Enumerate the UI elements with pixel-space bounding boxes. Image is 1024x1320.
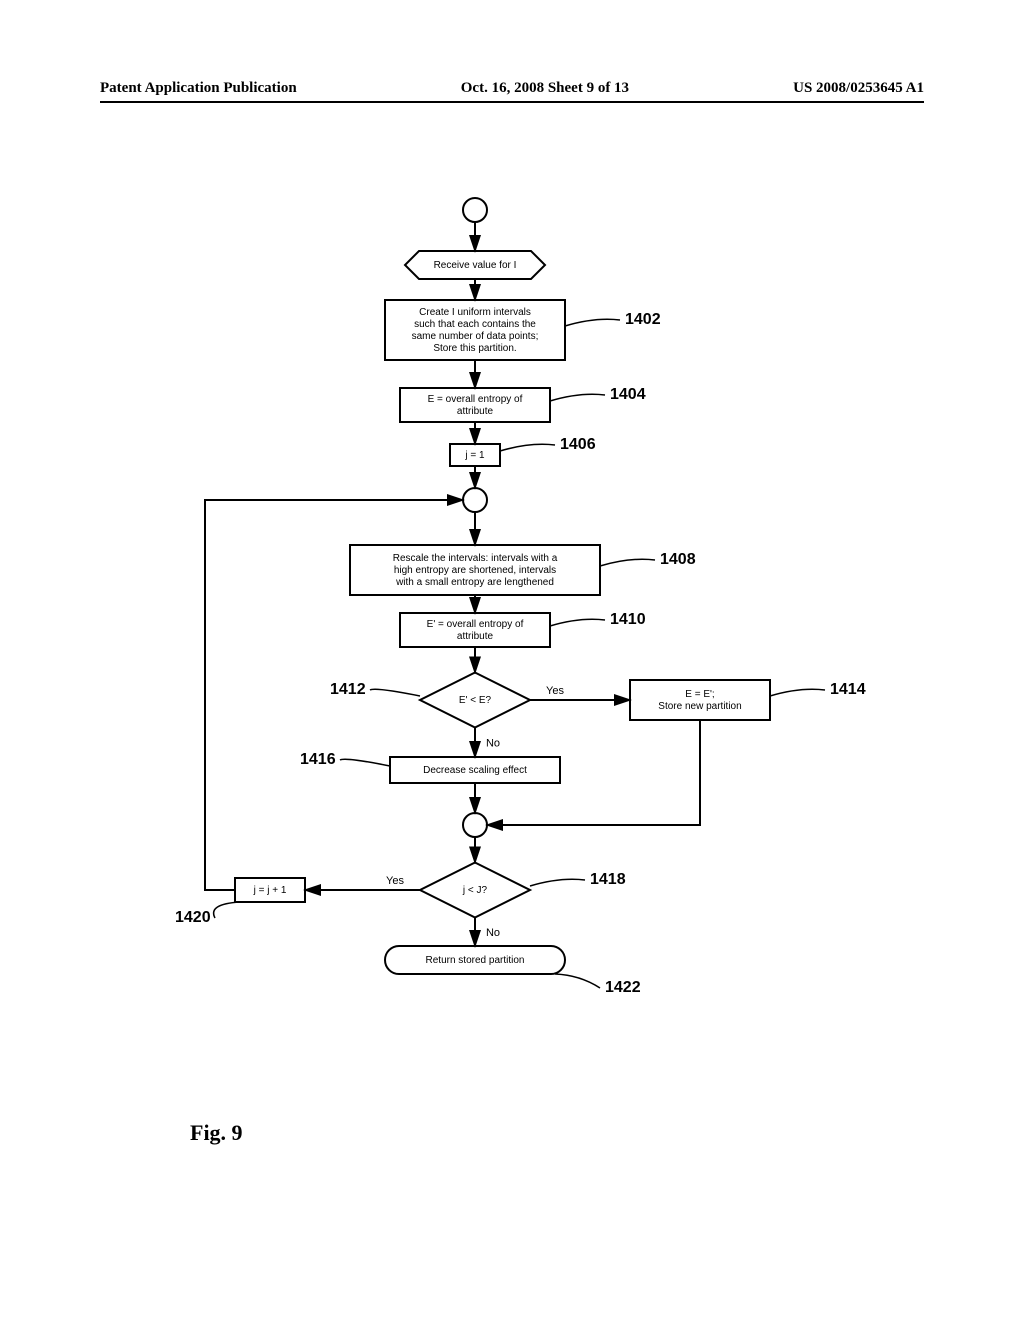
svg-text:E' = overall entropy of: E' = overall entropy of (427, 619, 524, 630)
figure-label: Fig. 9 (190, 1120, 243, 1146)
svg-text:No: No (486, 737, 500, 749)
node-box_j1: j = 1 1406 (450, 436, 596, 466)
svg-text:such that each contains the: such that each contains the (414, 319, 536, 330)
node-dia_jJ: j < J? 1418 (420, 863, 626, 918)
svg-text:No: No (486, 927, 500, 939)
svg-text:1404: 1404 (610, 386, 646, 403)
edge-dia_jJ-box_jinc: Yes (305, 875, 420, 890)
svg-text:Store this partition.: Store this partition. (433, 343, 516, 354)
node-box_jinc: j = j + 1 1420 (175, 878, 305, 926)
svg-text:1422: 1422 (605, 979, 641, 996)
svg-text:1414: 1414 (830, 681, 866, 698)
flowchart-svg: Receive value for I Create I uniform inte… (100, 170, 920, 1090)
node-box_create: Create I uniform intervalssuch that each… (385, 300, 661, 360)
svg-text:j = 1: j = 1 (464, 450, 485, 461)
node-box_E: E = overall entropy ofattribute 1404 (400, 386, 646, 422)
node-term_ret: Return stored partition 1422 (385, 946, 641, 996)
node-box_dec: Decrease scaling effect 1416 (300, 751, 560, 783)
node-hex_input: Receive value for I (405, 251, 545, 279)
svg-text:j = j + 1: j = j + 1 (253, 885, 287, 896)
svg-text:Return stored partition: Return stored partition (426, 955, 525, 966)
patent-page: Patent Application Publication Oct. 16, … (0, 0, 1024, 1320)
node-box_store: E = E';Store new partition 1414 (630, 680, 866, 720)
svg-text:high entropy are shortened, in: high entropy are shortened, intervals (394, 565, 556, 576)
node-junc1 (463, 488, 487, 512)
svg-text:Create I uniform intervals: Create I uniform intervals (419, 307, 531, 318)
svg-text:E = E';: E = E'; (685, 689, 714, 700)
svg-text:1412: 1412 (330, 681, 366, 698)
edge-dia_jJ-term_ret: No (475, 918, 500, 947)
svg-text:Store new partition: Store new partition (658, 701, 741, 712)
svg-text:with a small entropy are lengt: with a small entropy are lengthened (395, 577, 554, 588)
svg-text:1408: 1408 (660, 551, 696, 568)
svg-text:1418: 1418 (590, 871, 626, 888)
svg-text:j < J?: j < J? (462, 885, 488, 896)
svg-text:Decrease scaling effect: Decrease scaling effect (423, 765, 527, 776)
svg-text:Yes: Yes (546, 685, 564, 697)
page-header: Patent Application Publication Oct. 16, … (100, 80, 924, 103)
svg-text:attribute: attribute (457, 631, 494, 642)
svg-text:1420: 1420 (175, 909, 211, 926)
svg-text:1406: 1406 (560, 436, 596, 453)
svg-text:1410: 1410 (610, 611, 646, 628)
node-junc2 (463, 813, 487, 837)
edge-dia_cmp-box_dec: No (475, 728, 500, 758)
header-right: US 2008/0253645 A1 (793, 80, 924, 97)
svg-text:Receive value for I: Receive value for I (434, 260, 517, 271)
svg-text:same number of data points;: same number of data points; (412, 331, 539, 342)
header-left: Patent Application Publication (100, 80, 297, 97)
svg-text:Yes: Yes (386, 875, 404, 887)
node-dia_cmp: E' < E? 1412 (330, 673, 530, 728)
svg-text:attribute: attribute (457, 406, 494, 417)
svg-text:Rescale the intervals: interva: Rescale the intervals: intervals with a (393, 553, 558, 564)
svg-text:1416: 1416 (300, 751, 336, 768)
node-box_Ep: E' = overall entropy ofattribute 1410 (400, 611, 646, 647)
node-start (463, 198, 487, 222)
header-center: Oct. 16, 2008 Sheet 9 of 13 (461, 80, 629, 97)
edge-dia_cmp-box_store: Yes (530, 685, 630, 700)
svg-text:1402: 1402 (625, 311, 661, 328)
svg-text:E = overall entropy of: E = overall entropy of (428, 394, 523, 405)
svg-text:E' < E?: E' < E? (459, 695, 492, 706)
node-box_rescale: Rescale the intervals: intervals with ah… (350, 545, 696, 595)
